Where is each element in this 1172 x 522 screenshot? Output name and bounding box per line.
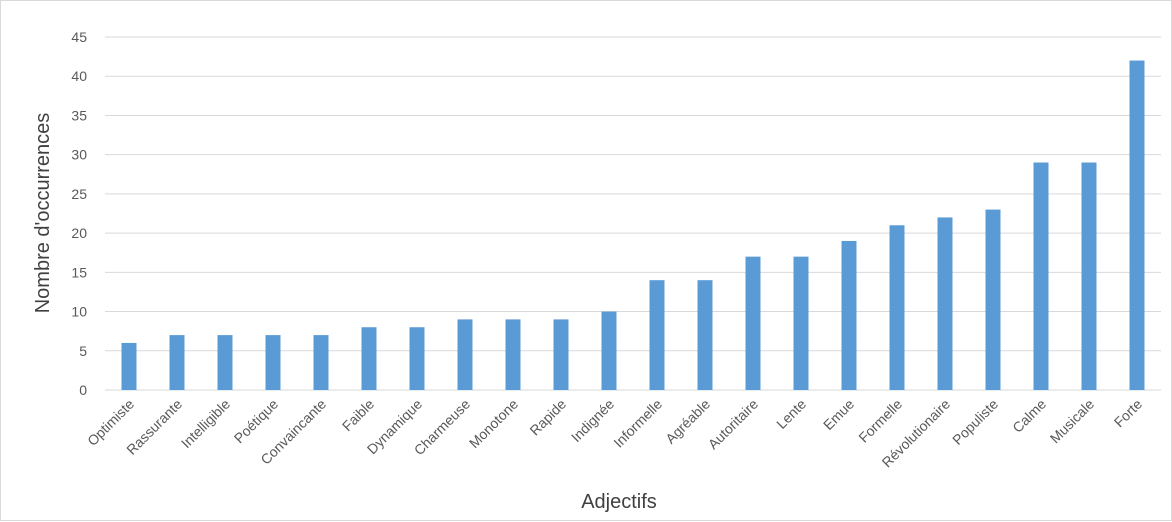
x-tick-label: Intelligible bbox=[178, 396, 233, 451]
y-tick-labels: 0 5 10 15 20 25 30 35 40 45 bbox=[71, 29, 87, 398]
bar-rassurante bbox=[169, 335, 185, 390]
y-tick-label: 0 bbox=[79, 382, 87, 398]
bar-indignee bbox=[601, 311, 617, 390]
bar-emue bbox=[841, 240, 857, 390]
bar-charmeuse bbox=[457, 319, 473, 390]
x-tick-label: Calme bbox=[1009, 396, 1049, 436]
bar-rapide bbox=[553, 319, 569, 390]
bar-informelle bbox=[649, 280, 665, 390]
x-tick-labels: OptimisteRassuranteIntelligiblePoétiqueC… bbox=[84, 396, 1145, 471]
x-tick-label: Populiste bbox=[949, 396, 1001, 448]
x-tick-label: Rapide bbox=[526, 396, 569, 439]
bar-agreable bbox=[697, 280, 713, 390]
bar-dynamique bbox=[409, 327, 425, 390]
bar-lente bbox=[793, 256, 809, 390]
bar-intelligible bbox=[217, 335, 233, 390]
bar-musicale bbox=[1081, 162, 1097, 390]
x-tick-label: Emue bbox=[820, 396, 857, 433]
x-tick-label: Autoritaire bbox=[705, 396, 762, 453]
y-axis-title: Nombre d'occurrences bbox=[32, 113, 54, 314]
y-tick-label: 20 bbox=[71, 225, 87, 241]
x-tick-label: Formelle bbox=[855, 396, 905, 446]
x-tick-label: Informelle bbox=[610, 396, 665, 451]
x-tick-label: Monotone bbox=[466, 396, 521, 451]
y-tick-label: 45 bbox=[71, 29, 87, 45]
x-tick-label: Lente bbox=[773, 396, 809, 432]
bar-autoritaire bbox=[745, 256, 761, 390]
bar-forte bbox=[1129, 60, 1145, 391]
bar-formelle bbox=[889, 225, 905, 390]
x-tick-label: Faible bbox=[339, 396, 377, 434]
y-tick-label: 30 bbox=[71, 147, 87, 163]
bar-revolutionaire bbox=[937, 217, 953, 390]
bar-poetique bbox=[265, 335, 281, 390]
grid-layer bbox=[105, 36, 1161, 391]
y-tick-label: 10 bbox=[71, 304, 87, 320]
y-tick-label: 5 bbox=[79, 343, 87, 359]
y-tick-label: 40 bbox=[71, 68, 87, 84]
bar-populiste bbox=[985, 209, 1001, 390]
bar-convaincante bbox=[313, 335, 329, 390]
bar-calme bbox=[1033, 162, 1049, 390]
bar-monotone bbox=[505, 319, 521, 390]
x-tick-label: Musicale bbox=[1047, 396, 1098, 447]
x-tick-label: Indignée bbox=[568, 396, 617, 445]
x-tick-label: Forte bbox=[1111, 396, 1146, 431]
bar-faible bbox=[361, 327, 377, 390]
x-axis-title: Adjectifs bbox=[581, 491, 657, 513]
bar-layer bbox=[121, 60, 1145, 391]
y-tick-label: 15 bbox=[71, 264, 87, 280]
y-tick-label: 35 bbox=[71, 107, 87, 123]
y-tick-label: 25 bbox=[71, 186, 87, 202]
bar-optimiste bbox=[121, 342, 137, 390]
